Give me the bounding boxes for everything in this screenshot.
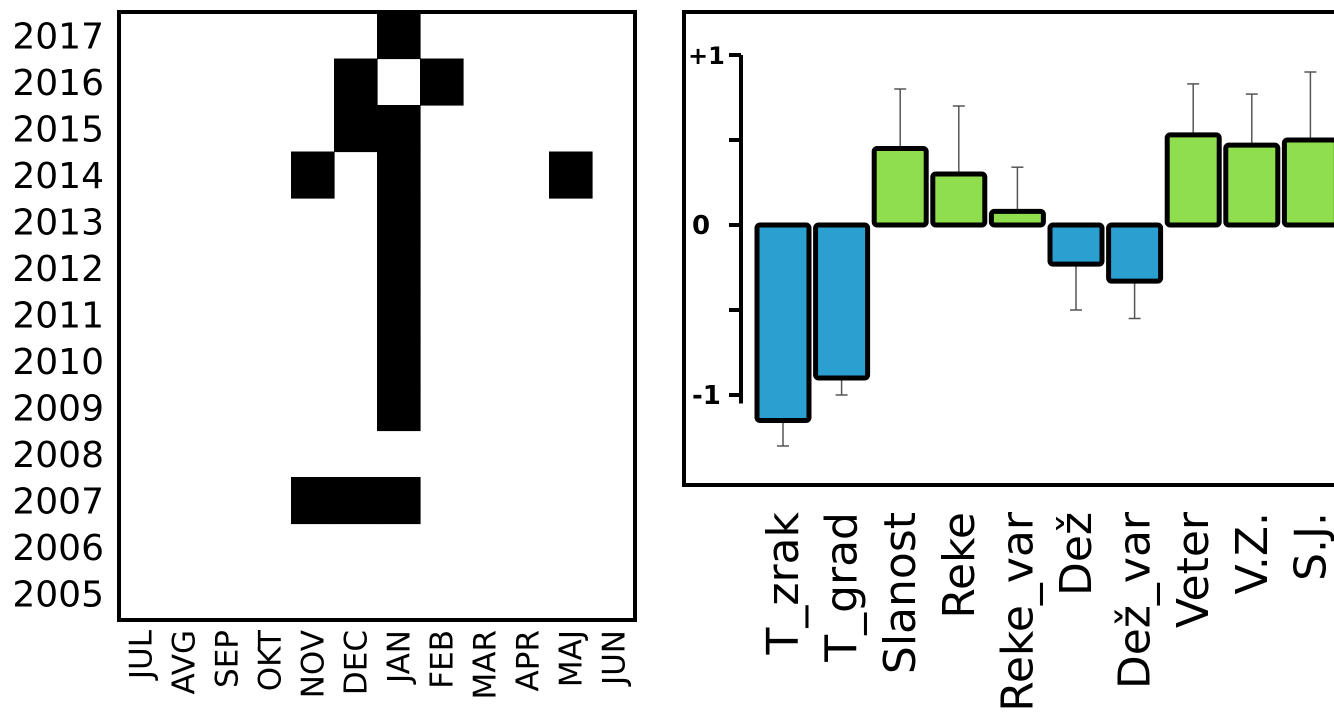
bar [930, 171, 988, 228]
heatmap-cell [549, 151, 593, 199]
bar-chart-error-bars [777, 71, 1317, 447]
heatmap-month-label: MAJ [554, 630, 590, 687]
category-label: Veter [1168, 511, 1219, 628]
bar-chart-bars [754, 132, 1334, 423]
category-label: Dež_var [1110, 511, 1161, 689]
heatmap-cell [334, 105, 378, 153]
heatmap-month-labels: JUL AVG SEP OKT NOV DEC JAN FEB MAR APR MAJ JUN [124, 629, 633, 700]
category-label: Reke [934, 512, 985, 619]
category-label: S.J. [1285, 512, 1334, 581]
heatmap-cells [291, 12, 593, 525]
bar [988, 208, 1046, 228]
heatmap-cell [420, 58, 464, 106]
heatmap-cell [291, 477, 335, 525]
heatmap-cell [334, 477, 378, 525]
bar [1106, 222, 1164, 284]
heatmap-month-label: AVG [167, 630, 203, 694]
heatmap-year-labels: 2017 2016 2015 2014 2013 2012 2011 2010 2009 2008… [12, 16, 104, 615]
heatmap-year-label: 2014 [12, 156, 104, 197]
bar-chart-category-labels: T_zrak T_grad Slanost Reke Reke_var Dež Dež_va… [758, 511, 1334, 712]
heatmap-month-label: SEP [210, 630, 246, 688]
heatmap-month-label: FEB [425, 630, 461, 689]
category-label: Reke_var [992, 511, 1043, 712]
heatmap-year-label: 2017 [12, 16, 104, 57]
heatmap-cell [291, 151, 335, 199]
y-tick-label: 0 [692, 211, 710, 241]
category-label: T_zrak [758, 511, 809, 655]
heatmap-year-label: 2012 [12, 249, 104, 290]
heatmap-cell [377, 244, 421, 292]
bar [1281, 137, 1334, 228]
bar [813, 222, 871, 381]
y-tick-label: -1 [692, 381, 721, 411]
heatmap-cell [377, 384, 421, 432]
heatmap-month-label: NOV [296, 630, 332, 698]
heatmap-cell [377, 105, 421, 153]
bar [1164, 132, 1222, 228]
heatmap-month-label: DEC [339, 630, 375, 695]
heatmap-month-label: JUN [597, 630, 633, 687]
heatmap-year-label: 2013 [12, 202, 104, 243]
heatmap-chart: 2017 2016 2015 2014 2013 2012 2011 2010 2009 2008… [12, 10, 637, 700]
heatmap-cell [334, 58, 378, 106]
heatmap-cell [377, 337, 421, 385]
heatmap-year-label: 2010 [12, 342, 104, 383]
heatmap-cell [377, 151, 421, 199]
bar [1047, 222, 1105, 267]
heatmap-year-label: 2011 [12, 295, 104, 336]
heatmap-cell [377, 198, 421, 246]
heatmap-cell [377, 12, 421, 60]
bar-chart: +10-1 T_zrak T_grad Slanost Reke Reke_var Dež… [682, 10, 1334, 712]
category-label: T_grad [817, 512, 868, 663]
bar-chart-frame [682, 10, 1334, 487]
heatmap-month-label: APR [511, 630, 547, 691]
category-label: Slanost [875, 512, 926, 674]
category-label: V.Z. [1227, 512, 1278, 595]
bar [871, 146, 929, 228]
heatmap-year-label: 2008 [12, 435, 104, 476]
heatmap-year-label: 2006 [12, 528, 104, 569]
bar [1223, 142, 1281, 228]
heatmap-cell [377, 291, 421, 339]
heatmap-month-label: OKT [253, 629, 289, 691]
heatmap-month-label: JAN [382, 630, 418, 685]
heatmap-year-label: 2005 [12, 574, 104, 615]
bar-chart-y-axis: +1 0 -1 [688, 42, 743, 411]
y-tick-label: +1 [688, 42, 725, 70]
heatmap-year-label: 2016 [12, 63, 104, 104]
heatmap-cell [377, 477, 421, 525]
bar [754, 222, 812, 423]
heatmap-year-label: 2007 [12, 481, 104, 522]
heatmap-year-label: 2015 [12, 109, 104, 150]
heatmap-year-label: 2009 [12, 388, 104, 429]
heatmap-month-label: MAR [468, 630, 504, 700]
heatmap-frame [117, 10, 637, 622]
category-label: Dež [1051, 512, 1102, 596]
heatmap-month-label: JUL [124, 629, 160, 681]
